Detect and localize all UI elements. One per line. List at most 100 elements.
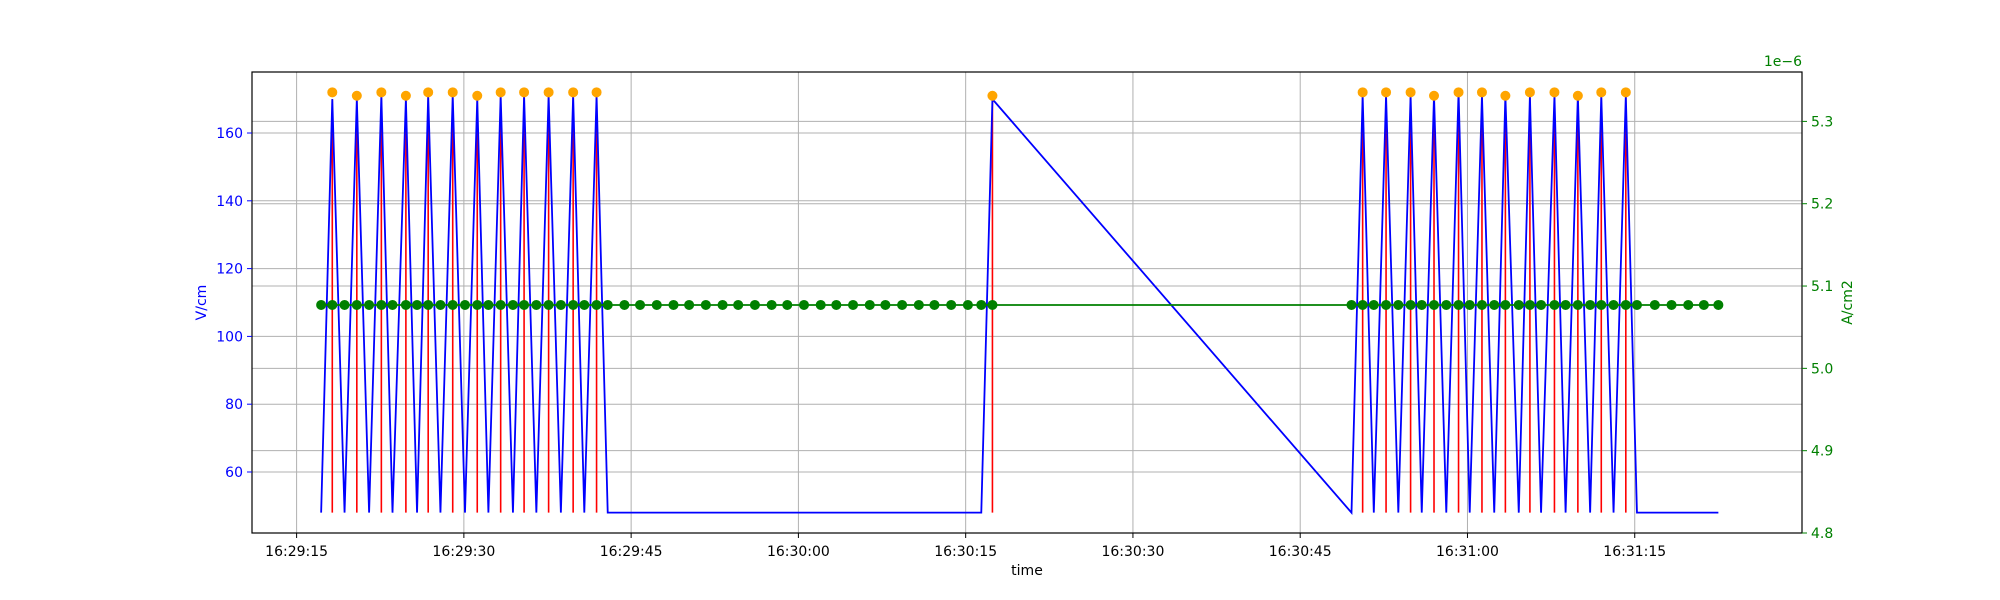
right-y-axis: 4.8 4.9 5.0 5.1 5.2 5.3 xyxy=(1802,114,1833,542)
right-y-axis-title: A/cm2 xyxy=(1840,280,1856,325)
x-axis: 16:29:15 16:29:30 16:29:45 16:30:00 16:30:15… xyxy=(265,533,1666,560)
current-point xyxy=(651,299,662,310)
current-point xyxy=(495,299,506,310)
peak-point xyxy=(327,87,338,98)
current-point xyxy=(423,299,434,310)
current-point xyxy=(1500,299,1511,310)
current-point xyxy=(1549,299,1560,310)
current-point xyxy=(327,299,338,310)
left-y-tick-label: 140 xyxy=(216,194,243,210)
current-point xyxy=(831,299,842,310)
current-point xyxy=(619,299,630,310)
x-tick-label: 16:30:30 xyxy=(1101,544,1164,560)
right-y-tick-label: 5.1 xyxy=(1811,279,1833,295)
peak-point xyxy=(987,90,998,101)
current-point xyxy=(1453,299,1464,310)
current-point xyxy=(782,299,793,310)
current-point xyxy=(1357,299,1368,310)
peak-point xyxy=(1549,87,1560,98)
left-y-tick-label: 60 xyxy=(225,465,243,481)
current-point xyxy=(815,299,826,310)
current-point xyxy=(412,299,423,310)
current-point xyxy=(897,299,908,310)
x-tick-label: 16:30:45 xyxy=(1269,544,1332,560)
current-point xyxy=(1713,299,1724,310)
peak-point xyxy=(1429,90,1440,101)
current-point xyxy=(316,299,327,310)
x-tick-label: 16:29:15 xyxy=(265,544,328,560)
peak-point xyxy=(1476,87,1487,98)
current-point xyxy=(483,299,494,310)
left-y-tick-label: 160 xyxy=(216,126,243,142)
current-point xyxy=(400,299,411,310)
x-tick-label: 16:31:15 xyxy=(1603,544,1666,560)
peak-point xyxy=(423,87,434,98)
current-point xyxy=(364,299,375,310)
current-point xyxy=(435,299,446,310)
left-y-tick-label: 100 xyxy=(216,329,243,345)
peak-point xyxy=(495,87,506,98)
right-y-tick-label: 4.8 xyxy=(1811,526,1833,542)
x-axis-title: time xyxy=(1011,563,1043,579)
current-point xyxy=(1572,299,1583,310)
current-point xyxy=(579,299,590,310)
left-y-tick-label: 120 xyxy=(216,262,243,278)
current-point xyxy=(459,299,470,310)
peak-point xyxy=(1453,87,1464,98)
current-point xyxy=(848,299,859,310)
current-point xyxy=(472,299,483,310)
current-point xyxy=(1631,299,1642,310)
peak-point xyxy=(351,90,362,101)
peak-point xyxy=(1596,87,1607,98)
x-tick-label: 16:31:00 xyxy=(1436,544,1499,560)
peak-point xyxy=(447,87,458,98)
peak-point xyxy=(568,87,579,98)
x-tick-label: 16:29:30 xyxy=(432,544,495,560)
x-tick-label: 16:30:00 xyxy=(767,544,830,560)
peak-point xyxy=(1500,90,1511,101)
peak-point xyxy=(1405,87,1416,98)
current-point xyxy=(519,299,530,310)
current-point xyxy=(717,299,728,310)
current-point xyxy=(1596,299,1607,310)
peak-point xyxy=(472,90,483,101)
current-point xyxy=(1476,299,1487,310)
current-point xyxy=(591,299,602,310)
current-point xyxy=(1524,299,1535,310)
current-point xyxy=(543,299,554,310)
current-point xyxy=(946,299,957,310)
current-point xyxy=(447,299,458,310)
current-point xyxy=(733,299,744,310)
current-point xyxy=(1381,299,1392,310)
current-point xyxy=(976,299,987,310)
peak-point xyxy=(519,87,530,98)
current-point xyxy=(929,299,940,310)
current-point xyxy=(568,299,579,310)
x-tick-label: 16:29:45 xyxy=(600,544,663,560)
current-point xyxy=(387,299,398,310)
current-point xyxy=(602,299,613,310)
right-y-tick-label: 5.0 xyxy=(1811,361,1833,377)
current-point xyxy=(1666,299,1677,310)
right-axis-offset-label: 1e−6 xyxy=(1764,54,1802,70)
current-point xyxy=(555,299,566,310)
current-point xyxy=(864,299,875,310)
current-point xyxy=(913,299,924,310)
right-y-tick-label: 5.2 xyxy=(1811,197,1833,213)
current-point xyxy=(1416,299,1427,310)
current-point xyxy=(1513,299,1524,310)
current-point xyxy=(1405,299,1416,310)
current-point xyxy=(1489,299,1500,310)
x-tick-label: 16:30:15 xyxy=(934,544,997,560)
peak-point xyxy=(543,87,554,98)
peak-point xyxy=(591,87,602,98)
current-point xyxy=(531,299,542,310)
peak-point xyxy=(1357,87,1368,98)
plot-area xyxy=(316,87,1724,515)
peak-point xyxy=(1524,87,1535,98)
current-point xyxy=(1346,299,1357,310)
right-y-tick-label: 5.3 xyxy=(1811,114,1833,130)
current-point xyxy=(1560,299,1571,310)
current-point xyxy=(684,299,695,310)
